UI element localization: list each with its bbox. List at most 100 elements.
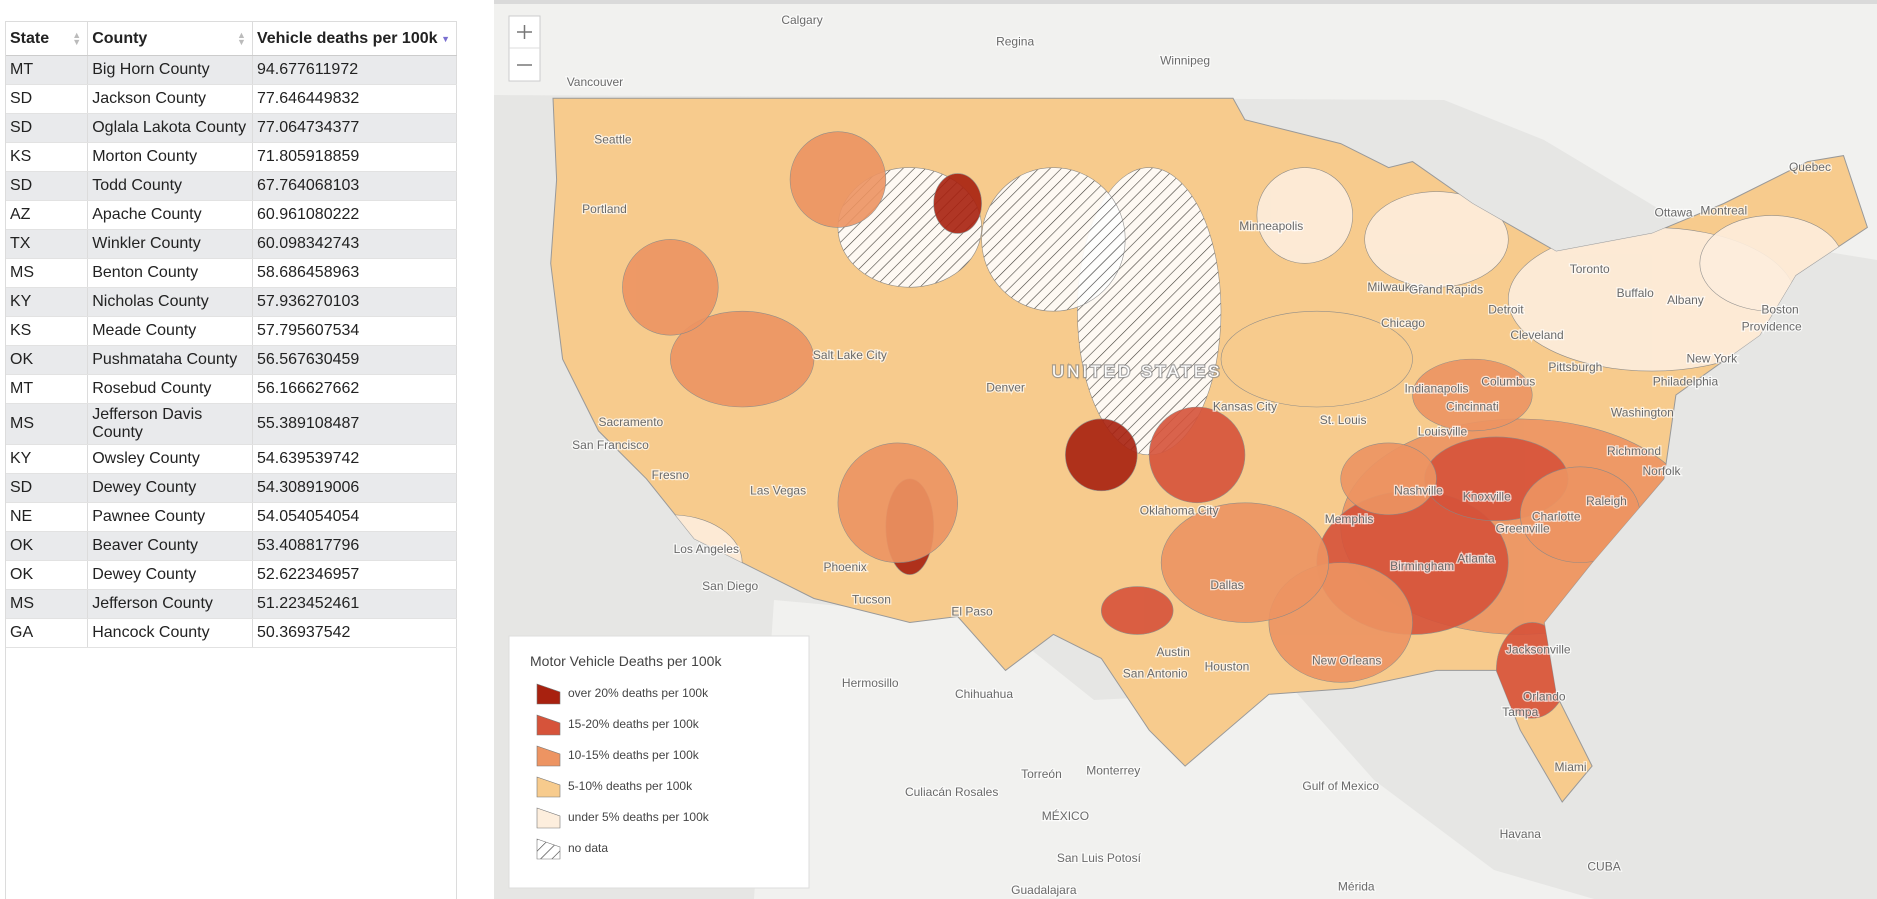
data-table: State ▲ ▼ County ▲ ▼ Vehicle deaths per 100k ▼ … (6, 22, 458, 648)
table-cell: Winkler County (87, 229, 253, 259)
table-cell: 67.764068103 (252, 171, 458, 201)
place-label: Washington (1611, 406, 1674, 420)
county-region (789, 131, 887, 228)
county-region (1412, 358, 1533, 432)
table-cell: 50.36937542 (252, 618, 458, 648)
table-cell: 56.567630459 (252, 345, 458, 375)
table-cell: MT (6, 55, 89, 85)
legend-label: 5-10% deaths per 100k (568, 779, 693, 793)
legend-title: Motor Vehicle Deaths per 100k (530, 653, 722, 669)
table-cell: Meade County (87, 316, 253, 346)
place-label: Buffalo (1617, 286, 1654, 300)
column-header[interactable]: Vehicle deaths per 100k ▼ (252, 22, 458, 56)
place-label: New Orleans (1312, 653, 1381, 667)
table-cell: 57.936270103 (252, 287, 458, 317)
table-cell: OK (6, 560, 89, 590)
table-cell: Nicholas County (87, 287, 253, 317)
table-row: SD Oglala Lakota County 77.064734377 (6, 113, 458, 143)
place-label: Los Angeles (674, 542, 739, 556)
header-text: Vehicle deaths per 100k (256, 29, 438, 47)
table-cell: MS (6, 258, 89, 288)
column-header[interactable]: County ▲ ▼ (87, 22, 253, 56)
table-cell: SD (6, 113, 89, 143)
place-label: Chicago (1381, 316, 1425, 330)
table-row: MS Jefferson County 51.223452461 (6, 589, 458, 619)
table-cell: OK (6, 531, 89, 561)
table-row: MS Benton County 58.686458963 (6, 258, 458, 288)
table-cell: MT (6, 374, 89, 404)
place-label: Charlotte (1532, 510, 1581, 524)
table-cell: 51.223452461 (252, 589, 458, 619)
sort-icon: ▲ ▼ (237, 30, 246, 47)
table-cell: NE (6, 502, 89, 532)
county-layer (598, 131, 1844, 719)
place-label: Winnipeg (1160, 54, 1210, 68)
place-label: Boston (1761, 303, 1798, 317)
column-header[interactable]: State ▲ ▼ (6, 22, 89, 56)
place-label: Pittsburgh (1548, 360, 1602, 374)
table-row: MT Rosebud County 56.166627662 (6, 374, 458, 404)
place-label: Dallas (1210, 578, 1243, 592)
table-cell: 60.961080222 (252, 200, 458, 230)
table-row: AZ Apache County 60.961080222 (6, 200, 458, 230)
place-label: Tampa (1502, 705, 1538, 719)
table-cell: 60.098342743 (252, 229, 458, 259)
table-cell: KS (6, 142, 89, 172)
legend: Motor Vehicle Deaths per 100k over 20% de… (508, 635, 810, 889)
place-label: Memphis (1325, 512, 1374, 526)
table-cell: Jefferson County (87, 589, 253, 619)
table-row: OK Beaver County 53.408817796 (6, 531, 458, 561)
table-cell: 54.054054054 (252, 502, 458, 532)
table-cell: 54.308919006 (252, 473, 458, 503)
place-label: San Luis Potosí (1057, 851, 1142, 865)
table-cell: 53.408817796 (252, 531, 458, 561)
place-label: Austin (1156, 645, 1189, 659)
sort-icon: ▲ ▼ (72, 30, 82, 47)
place-label: CUBA (1587, 859, 1620, 873)
zoom-control[interactable] (508, 15, 541, 82)
table-row: SD Dewey County 54.308919006 (6, 473, 458, 503)
place-label: San Antonio (1123, 667, 1188, 681)
place-label: Las Vegas (750, 483, 806, 497)
header-text: State (10, 29, 50, 47)
place-label: Orlando (1523, 689, 1566, 703)
place-label: Oklahoma City (1140, 504, 1219, 518)
place-label: New York (1686, 352, 1738, 366)
place-label: Portland (582, 202, 627, 216)
place-label: Culiacán Rosales (905, 785, 998, 799)
table-cell: 57.795607534 (252, 316, 458, 346)
table-cell: 55.389108487 (252, 403, 458, 445)
legend-swatch (536, 838, 561, 860)
place-label: Raleigh (1586, 494, 1627, 508)
table-row: KS Meade County 57.795607534 (6, 316, 458, 346)
table-row: NE Pawnee County 54.054054054 (6, 502, 458, 532)
place-label: Regina (996, 34, 1034, 48)
place-label: Detroit (1488, 303, 1524, 317)
table-row: GA Hancock County 50.36937542 (6, 618, 458, 648)
county-region (1340, 442, 1437, 516)
table-cell: 56.166627662 (252, 374, 458, 404)
table-cell: Dewey County (87, 473, 253, 503)
place-label: Havana (1500, 827, 1542, 841)
county-region (1160, 502, 1330, 623)
map-layer: Calgary Regina Winnipeg Vancouver Seattle Por… (550, 12, 1868, 898)
place-label: Gulf of Mexico (1302, 779, 1379, 793)
table-cell: Benton County (87, 258, 253, 288)
table-row: SD Jackson County 77.646449832 (6, 84, 458, 114)
table-cell: KY (6, 287, 89, 317)
place-label: Vancouver (567, 75, 623, 89)
table-row: KS Morton County 71.805918859 (6, 142, 458, 172)
table-row: OK Pushmataha County 56.567630459 (6, 345, 458, 375)
place-label: Greenville (1496, 522, 1550, 536)
zoom-in[interactable] (517, 25, 532, 39)
table-cell: 77.646449832 (252, 84, 458, 114)
table-cell: Rosebud County (87, 374, 253, 404)
table-cell: Pawnee County (87, 502, 253, 532)
table-cell: 71.805918859 (252, 142, 458, 172)
place-label: Sacramento (599, 415, 664, 429)
legend-swatch (536, 683, 561, 705)
table-cell: Morton County (87, 142, 253, 172)
table-cell: 77.064734377 (252, 113, 458, 143)
place-label: Indianapolis (1404, 382, 1468, 396)
